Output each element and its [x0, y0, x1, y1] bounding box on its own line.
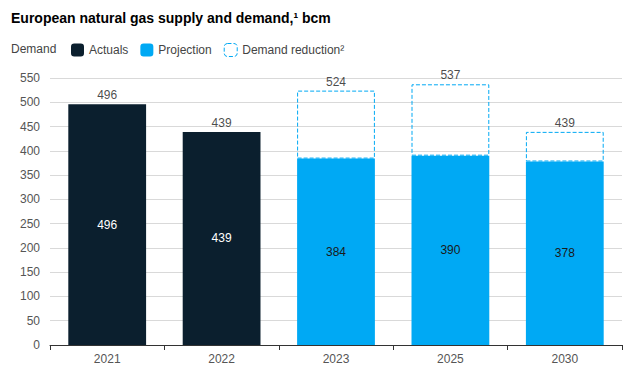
svg-text:bcm: bcm [298, 10, 331, 26]
svg-text:Actuals: Actuals [89, 43, 128, 57]
svg-text:439: 439 [212, 231, 232, 245]
svg-text:400: 400 [20, 144, 40, 158]
svg-text:390: 390 [440, 243, 460, 257]
svg-text:300: 300 [20, 192, 40, 206]
svg-text:Projection: Projection [158, 43, 211, 57]
svg-text:Demand reduction²: Demand reduction² [242, 43, 344, 57]
svg-text:2025: 2025 [437, 352, 464, 366]
svg-text:150: 150 [20, 265, 40, 279]
svg-text:496: 496 [97, 88, 117, 102]
svg-text:550: 550 [20, 71, 40, 85]
svg-text:439: 439 [555, 116, 575, 130]
svg-text:524: 524 [326, 75, 346, 89]
svg-text:0: 0 [33, 338, 40, 352]
svg-text:500: 500 [20, 95, 40, 109]
svg-text:Demand: Demand [11, 42, 56, 56]
svg-text:European natural gas supply an: European natural gas supply and demand,¹ [11, 10, 298, 26]
svg-text:450: 450 [20, 120, 40, 134]
svg-text:100: 100 [20, 289, 40, 303]
svg-text:350: 350 [20, 168, 40, 182]
svg-text:200: 200 [20, 241, 40, 255]
svg-text:250: 250 [20, 217, 40, 231]
svg-text:439: 439 [212, 116, 232, 130]
svg-text:384: 384 [326, 245, 346, 259]
svg-text:378: 378 [555, 246, 575, 260]
svg-text:50: 50 [27, 314, 41, 328]
svg-text:2030: 2030 [551, 352, 578, 366]
svg-text:2021: 2021 [94, 352, 121, 366]
svg-text:2023: 2023 [323, 352, 350, 366]
svg-text:496: 496 [97, 218, 117, 232]
svg-text:2022: 2022 [208, 352, 235, 366]
svg-text:537: 537 [440, 68, 460, 82]
